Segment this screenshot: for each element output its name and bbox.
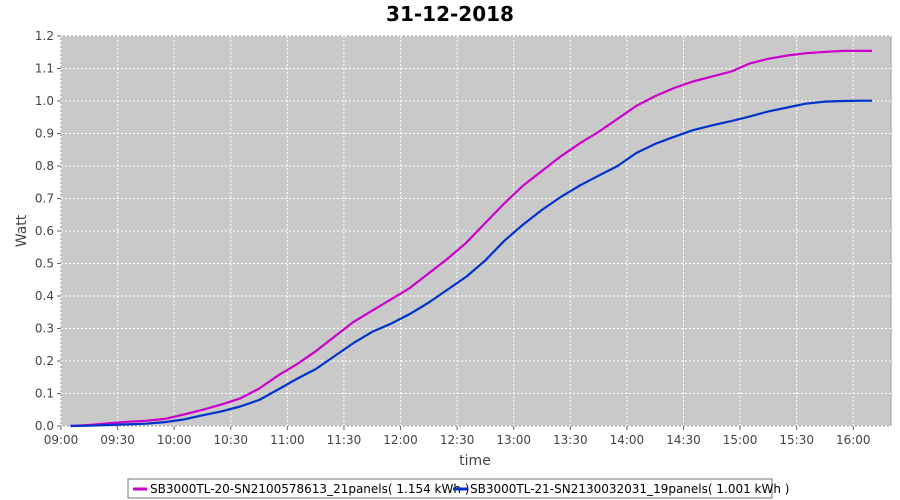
y-tick-label: 1.2 (35, 29, 54, 43)
x-tick-label: 09:00 (44, 433, 79, 447)
y-tick-label: 0.7 (35, 192, 54, 206)
y-tick-label: 0.3 (35, 322, 54, 336)
y-axis: 0.0 0.1 0.2 0.3 0.4 0.5 0.6 0.7 0.8 0.9 1.0 1.1 1.2 (35, 29, 61, 433)
x-tick-label: 11:00 (270, 433, 305, 447)
x-tick-label: 15:30 (779, 433, 814, 447)
y-tick-label: 0.6 (35, 224, 54, 238)
series-lines (70, 49, 873, 428)
x-tick-label: 12:30 (440, 433, 475, 447)
x-tick-label: 14:00 (610, 433, 645, 447)
x-tick-label: 13:00 (496, 433, 531, 447)
legend-box (127, 478, 773, 499)
y-tick-label: 1.1 (35, 62, 54, 76)
y-tick-label: 0.9 (35, 127, 54, 141)
series-line-1 (70, 99, 873, 428)
x-tick-label: 09:30 (100, 433, 135, 447)
y-tick-label: 0.0 (35, 419, 54, 433)
plot-area (60, 35, 892, 428)
x-tick-label: 13:30 (553, 433, 588, 447)
y-tick-label: 1.0 (35, 94, 54, 108)
x-axis: 09:00 09:30 10:00 10:30 11:00 11:30 12:00 12:30… (44, 426, 871, 447)
legend-entry-0: SB3000TL-20-SN2100578613_21panels( 1.154… (150, 482, 469, 496)
chart-title: 31-12-2018 (386, 2, 514, 26)
y-tick-label: 0.1 (35, 387, 54, 401)
y-tick-label: 0.4 (35, 289, 54, 303)
x-tick-label: 11:30 (327, 433, 362, 447)
legend: SB3000TL-20-SN2100578613_21panels( 1.154… (127, 478, 789, 499)
x-axis-label: time (459, 453, 491, 469)
legend-entry-1: SB3000TL-21-SN2130032031_19panels( 1.001… (470, 482, 789, 496)
x-tick-label: 16:00 (836, 433, 871, 447)
y-tick-label: 0.5 (35, 257, 54, 271)
series-line-0 (70, 49, 873, 428)
x-tick-label: 15:00 (723, 433, 758, 447)
x-tick-label: 14:30 (666, 433, 701, 447)
x-tick-label: 10:00 (157, 433, 192, 447)
x-tick-label: 12:00 (383, 433, 418, 447)
y-tick-label: 0.2 (35, 354, 54, 368)
x-tick-label: 10:30 (213, 433, 248, 447)
plot-background (60, 35, 892, 427)
y-tick-label: 0.8 (35, 159, 54, 173)
y-axis-label: Watt (14, 214, 30, 247)
